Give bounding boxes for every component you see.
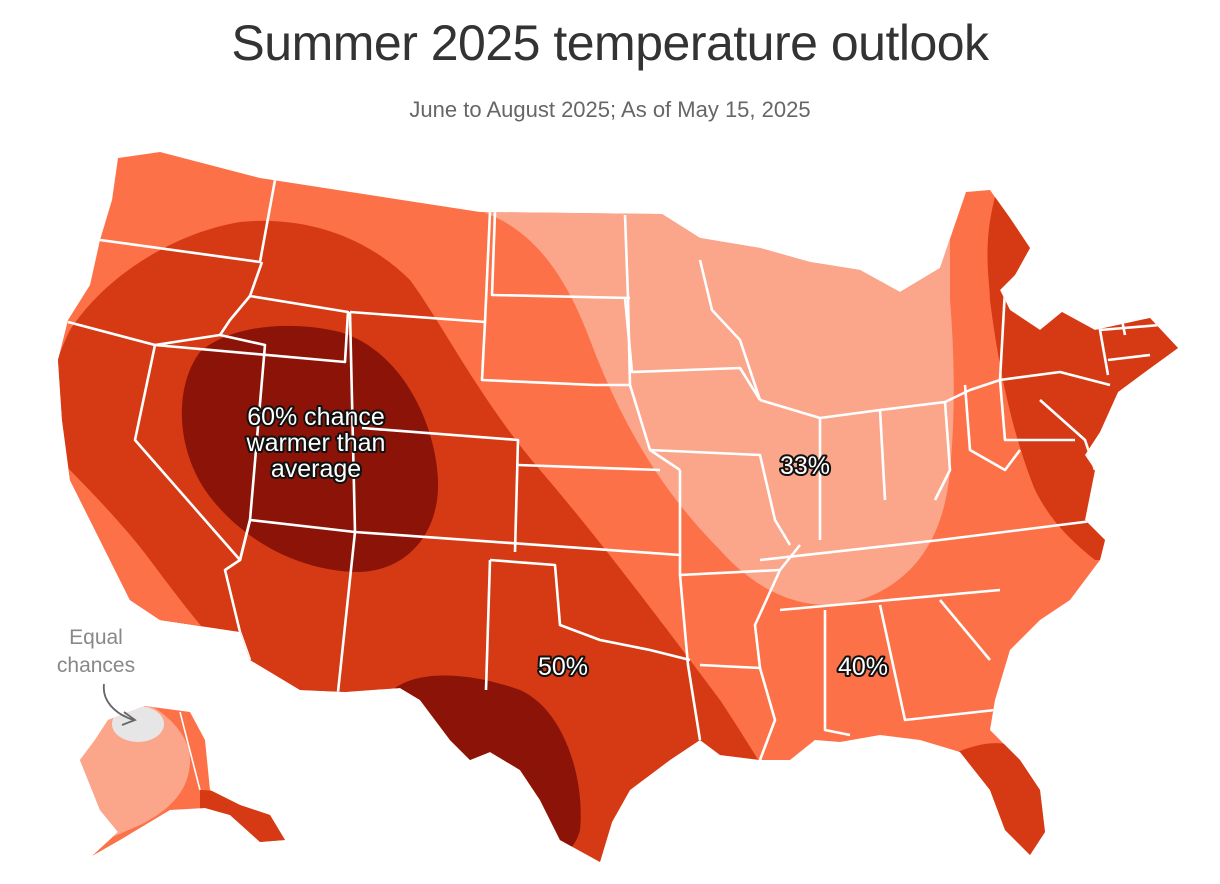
band-60-great-basin	[181, 325, 439, 572]
equal-chances-annotation: Equal chances	[40, 624, 152, 680]
equal-chances-arrow	[102, 683, 137, 726]
alaska-equal-chances	[112, 706, 164, 742]
label-33: 33%	[780, 452, 830, 480]
alaska-borders	[179, 711, 201, 791]
equal-chances-line1: Equal	[69, 626, 123, 649]
chart-title: Summer 2025 temperature outlook	[231, 15, 989, 71]
alaska	[80, 706, 285, 856]
label-60-line1: 60% chance	[247, 403, 385, 431]
chart-subtitle: June to August 2025; As of May 15, 2025	[409, 97, 811, 122]
equal-chances-line2: chances	[56, 654, 136, 677]
label-60-line2: warmer than	[246, 429, 386, 457]
alaska-band-50	[200, 790, 285, 856]
label-60-line3: average	[271, 455, 361, 483]
band-33-midwest	[455, 200, 954, 605]
label-50: 50%	[538, 653, 588, 681]
label-40: 40%	[838, 653, 888, 681]
state-borders	[67, 179, 1161, 761]
band-50-florida	[940, 743, 1060, 862]
